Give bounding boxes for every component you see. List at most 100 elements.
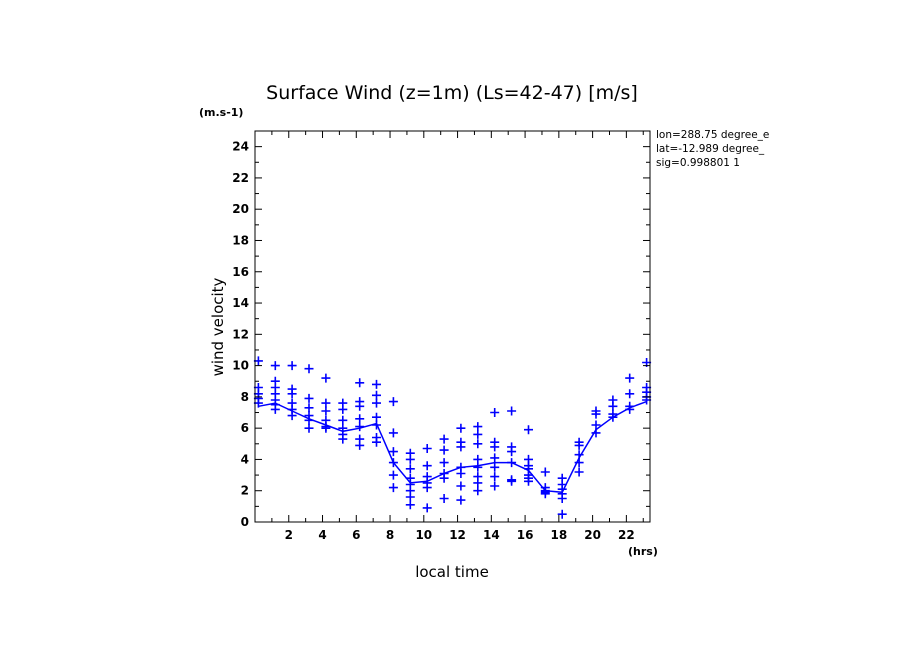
data-point <box>372 412 381 422</box>
data-point <box>405 492 415 502</box>
data-point <box>507 476 517 486</box>
data-point <box>405 464 415 474</box>
data-point <box>490 481 500 491</box>
data-point <box>321 373 331 383</box>
data-point <box>574 467 584 477</box>
y-tick-label: 22 <box>232 171 249 185</box>
data-point <box>439 458 449 468</box>
data-point <box>321 406 331 416</box>
data-point <box>574 458 584 468</box>
data-point <box>557 494 567 503</box>
plot-frame <box>254 130 651 523</box>
y-tick-label: 0 <box>241 515 249 529</box>
y-tick-label: 24 <box>232 140 249 154</box>
data-point <box>304 393 314 403</box>
data-point <box>507 406 517 416</box>
info-sig: sig=0.998801 1 <box>656 157 740 169</box>
data-point <box>456 495 466 505</box>
x-tick-label: 22 <box>618 528 635 542</box>
data-point <box>321 423 331 433</box>
data-point <box>608 412 618 422</box>
data-point <box>304 364 314 374</box>
data-point <box>473 454 483 464</box>
data-point <box>490 472 500 482</box>
x-tick-label: 18 <box>550 528 567 542</box>
data-point <box>490 453 500 463</box>
x-tick-label: 10 <box>415 528 432 542</box>
chart-title: Surface Wind (z=1m) (Ls=42-47) [m/s] <box>266 82 638 104</box>
data-point <box>540 467 550 477</box>
data-point <box>540 489 550 499</box>
data-point <box>355 378 365 388</box>
data-point <box>338 415 348 425</box>
data-point <box>473 478 483 488</box>
x-tick-label: 2 <box>285 528 293 542</box>
y-tick-label: 8 <box>241 390 249 404</box>
data-point <box>304 423 314 433</box>
data-point <box>338 434 348 444</box>
data-point <box>490 442 500 452</box>
mean-line <box>258 400 647 494</box>
data-point <box>388 447 398 457</box>
data-point <box>574 440 584 450</box>
data-point <box>405 454 415 464</box>
data-point <box>338 404 348 414</box>
data-point <box>557 509 567 519</box>
data-point <box>456 442 466 452</box>
data-point <box>591 420 601 430</box>
x-axis-label: local time <box>415 563 489 581</box>
data-point <box>388 458 398 468</box>
data-point <box>422 444 432 453</box>
data-point <box>439 494 449 503</box>
data-point <box>422 503 432 513</box>
y-tick-label: 14 <box>232 296 249 310</box>
x-unit-label: (hrs) <box>628 545 658 558</box>
data-point <box>321 398 331 408</box>
data-point <box>388 483 398 493</box>
data-point <box>388 470 398 480</box>
y-tick-label: 18 <box>232 233 249 247</box>
data-point <box>490 462 500 472</box>
data-point <box>304 403 314 413</box>
data-point <box>456 423 466 433</box>
x-tick-label: 8 <box>386 528 394 542</box>
data-point <box>355 401 365 411</box>
info-lat: lat=-12.989 degree_ <box>656 143 765 155</box>
data-point <box>473 462 483 472</box>
info-lon: lon=288.75 degree_e <box>656 129 769 141</box>
data-point <box>490 408 500 417</box>
data-point <box>287 389 297 399</box>
data-point <box>473 486 483 496</box>
data-point <box>372 437 381 447</box>
x-tick-label: 14 <box>483 528 500 542</box>
data-point <box>422 483 432 493</box>
data-point <box>388 397 398 407</box>
data-point <box>591 428 601 438</box>
data-point <box>372 379 381 389</box>
data-point <box>270 404 280 414</box>
y-tick-label: 20 <box>232 202 249 216</box>
data-point <box>524 425 533 435</box>
data-point <box>405 500 415 510</box>
data-point <box>439 434 449 444</box>
data-point <box>625 389 635 399</box>
data-point <box>625 373 635 383</box>
data-point <box>355 422 365 432</box>
y-tick-label: 2 <box>241 484 249 498</box>
data-point <box>304 415 314 425</box>
x-tick-label: 16 <box>517 528 534 542</box>
data-point <box>625 404 635 414</box>
data-point <box>473 422 483 432</box>
data-point <box>608 401 618 411</box>
data-point <box>507 458 517 468</box>
data-point <box>388 428 398 438</box>
data-point <box>473 429 483 439</box>
data-point <box>422 461 432 471</box>
data-point <box>372 398 381 408</box>
plot-marks <box>253 356 652 519</box>
data-point <box>456 481 466 491</box>
x-tick-label: 6 <box>352 528 360 542</box>
x-tick-label: 12 <box>449 528 466 542</box>
